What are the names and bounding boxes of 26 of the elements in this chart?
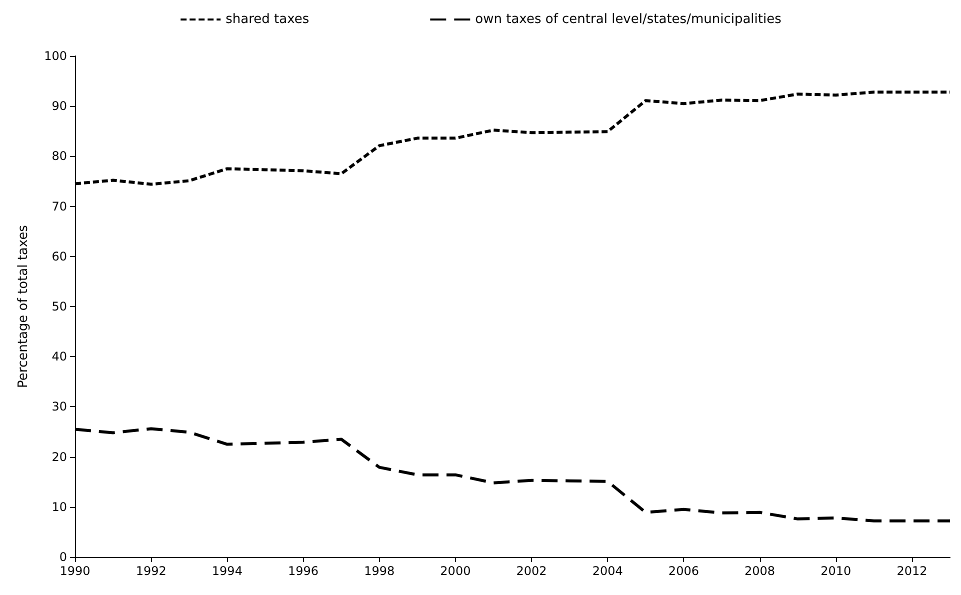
x-tick-label: 1996	[288, 564, 319, 578]
y-tick-label: 0	[59, 550, 67, 564]
x-tick-label: 2004	[592, 564, 623, 578]
y-tick-label: 70	[52, 199, 67, 214]
y-tick-label: 10	[52, 500, 67, 514]
y-tick-label: 100	[44, 49, 67, 63]
x-tick-label: 2000	[440, 564, 471, 578]
legend-label: own taxes of central level/states/municipalities	[475, 12, 782, 27]
x-tick-label: 2002	[516, 564, 547, 578]
y-axis-title: Percentage of total taxes	[16, 224, 31, 388]
x-tick-label: 1992	[136, 564, 166, 578]
y-tick-label: 20	[52, 450, 67, 464]
x-tick-label: 1994	[212, 564, 242, 578]
x-tick-label: 2010	[820, 564, 852, 578]
y-tick-label: 40	[52, 350, 67, 364]
y-tick-label: 30	[52, 400, 67, 414]
y-tick-label: 80	[52, 149, 67, 164]
x-tick-label: 2012	[896, 564, 928, 578]
x-tick-label: 2008	[744, 564, 776, 578]
legend-label: shared taxes	[226, 12, 310, 27]
y-tick-label: 50	[52, 300, 67, 314]
x-tick-label: 1998	[364, 564, 395, 578]
x-tick-label: 1990	[60, 564, 90, 578]
y-tick-label: 60	[52, 249, 67, 264]
y-tick-label: 90	[52, 99, 67, 114]
x-tick-label: 2006	[668, 564, 699, 578]
